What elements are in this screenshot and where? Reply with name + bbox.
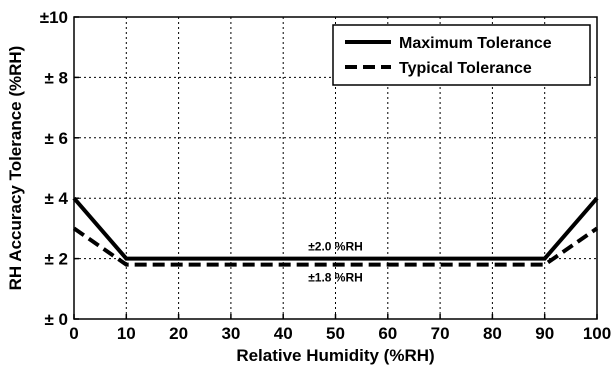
- x-tick-label: 20: [169, 324, 188, 343]
- x-tick-label: 50: [326, 324, 345, 343]
- y-tick-label: ± 2: [44, 250, 68, 269]
- y-axis-ticks: ± 0 ± 2 ± 4 ± 6 ± 8 ±10: [40, 8, 79, 329]
- x-tick-label: 90: [535, 324, 554, 343]
- series-line-typical-tolerance: [72, 226, 599, 267]
- x-tick-label: 10: [117, 324, 136, 343]
- y-tick-label: ± 6: [44, 129, 68, 148]
- y-tick-label: ± 8: [44, 68, 68, 87]
- legend-box: [332, 24, 591, 86]
- x-tick-label: 40: [274, 324, 293, 343]
- annotation-label: ±1.8 %RH: [308, 271, 363, 285]
- y-tick-label: ±10: [40, 8, 68, 27]
- x-tick-label: 100: [583, 324, 611, 343]
- annotations: ±2.0 %RH ±1.8 %RH: [308, 240, 363, 285]
- series-line-maximum-tolerance: [72, 196, 599, 261]
- x-tick-label: 80: [483, 324, 502, 343]
- y-tick-label: ± 0: [44, 310, 68, 329]
- x-tick-label: 30: [221, 324, 240, 343]
- x-axis-ticks: 0 10 20 30 40 50 60 70 80 90 100: [69, 314, 611, 343]
- legend-label: Maximum Tolerance: [399, 35, 552, 52]
- x-tick-label: 60: [378, 324, 397, 343]
- x-tick-label: 0: [69, 324, 78, 343]
- y-axis-label: RH Accuracy Tolerance (%RH): [6, 46, 25, 291]
- legend: Maximum Tolerance Typical Tolerance: [332, 24, 591, 86]
- x-tick-label: 70: [431, 324, 450, 343]
- x-axis-label: Relative Humidity (%RH): [236, 346, 434, 365]
- annotation-label: ±2.0 %RH: [308, 240, 363, 254]
- y-tick-label: ± 4: [44, 189, 68, 208]
- series-layer: [72, 196, 599, 267]
- legend-label: Typical Tolerance: [399, 60, 532, 77]
